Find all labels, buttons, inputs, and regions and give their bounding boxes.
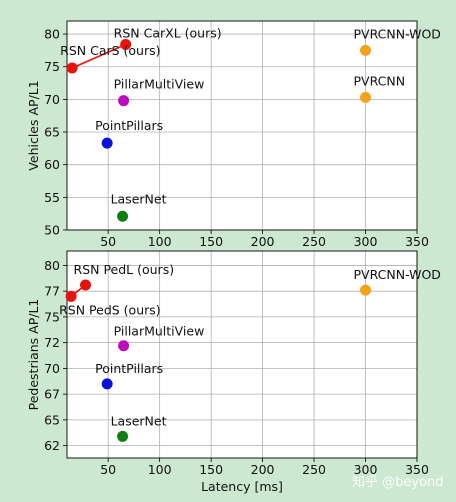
- x-tick-label: 100: [148, 234, 172, 249]
- x-tick-label: 150: [199, 462, 223, 477]
- y-tick-label: 75: [44, 309, 60, 324]
- x-tick-label: 200: [251, 234, 275, 249]
- y-tick-label: 75: [44, 59, 60, 74]
- point-label: PillarMultiView: [114, 77, 205, 92]
- y-tick-label: 67: [44, 387, 60, 402]
- y-tick-label: 80: [44, 258, 60, 273]
- y-tick-label: 72: [44, 335, 60, 350]
- point-label: LaserNet: [111, 191, 167, 206]
- x-tick-label: 250: [302, 234, 326, 249]
- x-tick-label: 200: [251, 462, 275, 477]
- y-axis-label: Vehicles AP/L1: [26, 80, 41, 170]
- plot-area: [67, 21, 417, 230]
- plot-area: [67, 251, 417, 458]
- data-point: [65, 290, 77, 302]
- x-axis-label: Latency [ms]: [201, 479, 283, 494]
- point-label: PointPillars: [95, 118, 163, 133]
- vehicles-panel: 50 100 150 200 250 300 350 50 55 60 65 70 75 80 Vehicl…: [26, 20, 441, 249]
- data-point: [117, 210, 129, 222]
- point-label: RSN PedL (ours): [74, 262, 175, 277]
- y-tick-label: 55: [44, 190, 60, 205]
- point-label: RSN PedS (ours): [59, 302, 161, 317]
- data-point: [118, 340, 130, 352]
- point-label: PVRCNN: [354, 73, 406, 88]
- plot-frame: [66, 20, 418, 231]
- y-tick-label: 62: [44, 438, 60, 453]
- x-tick-label: 300: [354, 462, 378, 477]
- y-tick-label: 50: [44, 223, 60, 238]
- y-tick-label: 60: [44, 157, 60, 172]
- data-point: [117, 430, 129, 442]
- data-point: [66, 62, 78, 74]
- data-point: [120, 39, 132, 51]
- data-point: [80, 279, 92, 291]
- point-label: RSN CarXL (ours): [114, 26, 222, 41]
- x-tick-label: 100: [148, 462, 172, 477]
- y-tick-label: 80: [44, 27, 60, 42]
- point-label: PVRCNN-WOD: [354, 267, 441, 282]
- data-point: [360, 91, 372, 103]
- data-point: [118, 95, 130, 107]
- x-tick-label: 350: [405, 234, 429, 249]
- y-tick-label: 70: [44, 361, 60, 376]
- point-label: PVRCNN-WOD: [354, 26, 441, 41]
- data-point: [101, 137, 113, 149]
- connector-line: [71, 43, 126, 69]
- y-tick-label: 70: [44, 92, 60, 107]
- pedestrians-panel: 50 100 150 200 250 300 350 62 65 67 70 72 75 77 80 Pede…: [26, 250, 441, 494]
- x-tick-label: 250: [302, 462, 326, 477]
- y-tick-label: 77: [44, 284, 60, 299]
- x-tick-label: 50: [100, 234, 116, 249]
- x-tick-label: 300: [354, 234, 378, 249]
- x-tick-label: 150: [199, 234, 223, 249]
- data-point: [360, 284, 372, 296]
- data-point: [360, 44, 372, 56]
- point-label: LaserNet: [111, 413, 167, 428]
- y-tick-label: 65: [44, 125, 60, 140]
- point-label: PointPillars: [95, 361, 163, 376]
- data-point: [101, 378, 113, 390]
- y-axis-label: Pedestrians AP/L1: [26, 299, 41, 411]
- x-tick-label: 350: [405, 462, 429, 477]
- plot-frame: [66, 250, 418, 459]
- y-tick-label: 65: [44, 412, 60, 427]
- watermark-text: 知乎 @beyond: [352, 474, 444, 490]
- x-tick-label: 50: [100, 462, 116, 477]
- point-label: RSN CarS (ours): [60, 43, 160, 58]
- point-label: PillarMultiView: [114, 324, 205, 339]
